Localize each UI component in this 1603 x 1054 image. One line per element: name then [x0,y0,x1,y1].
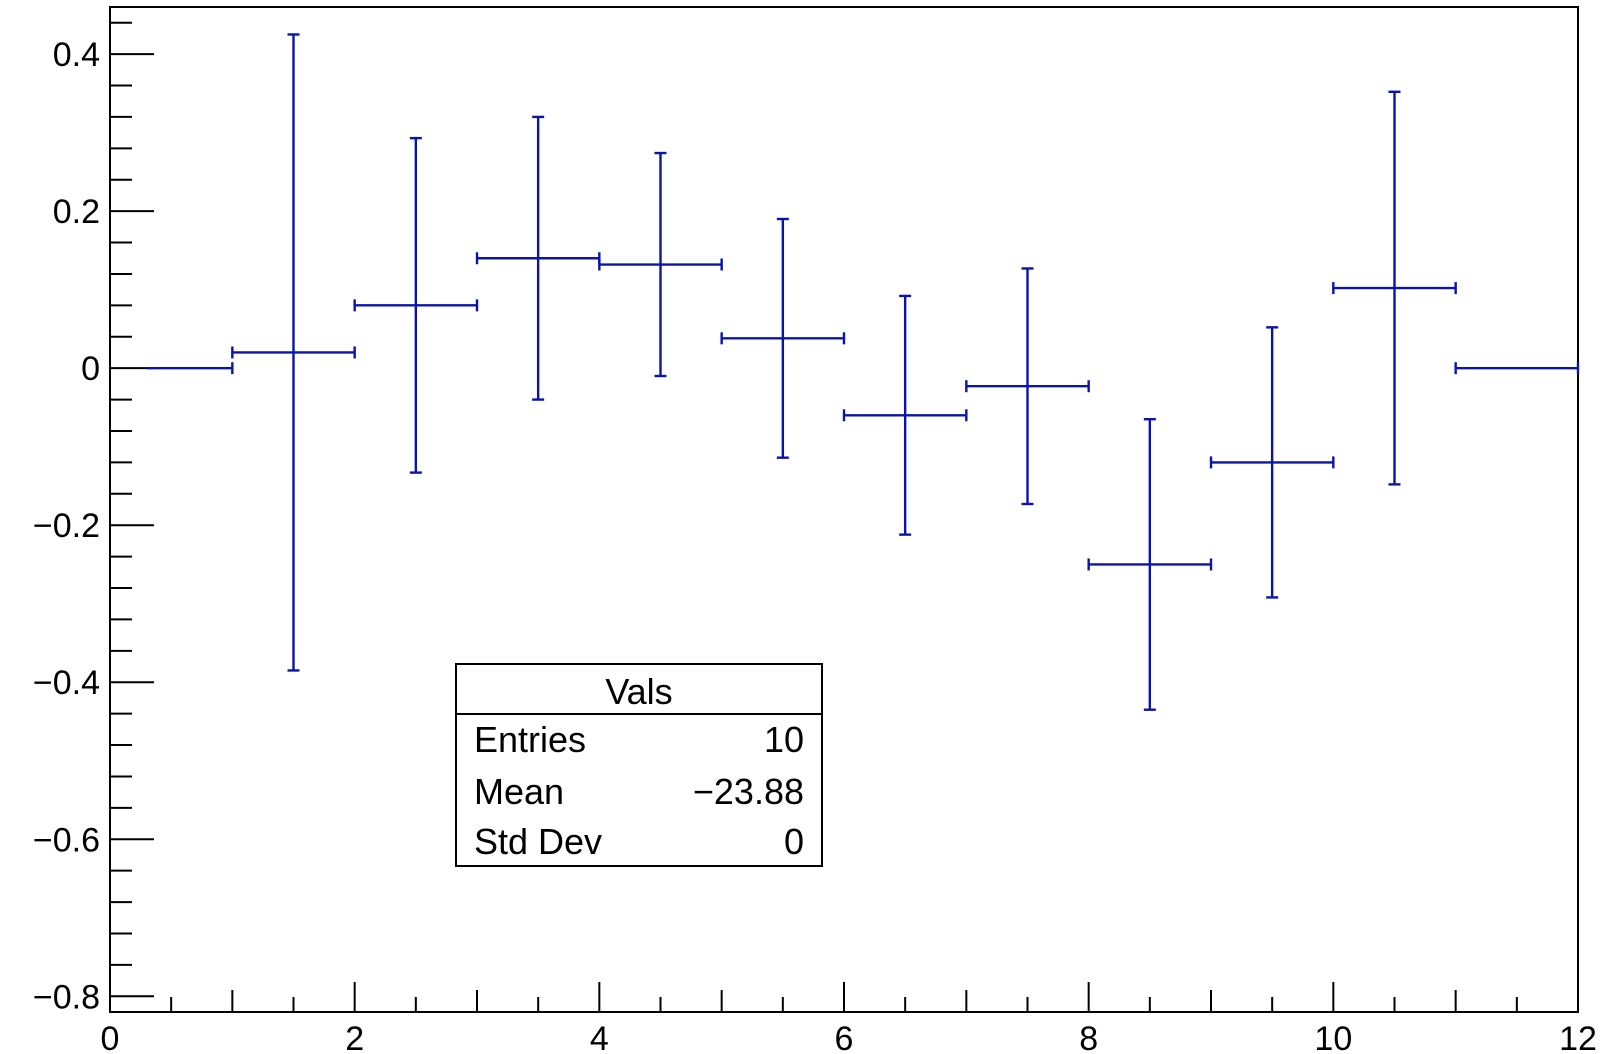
y-tick-label: −0.2 [33,507,100,545]
data-point [146,362,234,375]
stats-mean-value: −23.88 [693,771,804,812]
stats-box-border [455,663,823,867]
y-tick-label: −0.8 [33,978,100,1016]
data-point [842,294,968,536]
stats-box: Vals Entries 10 Mean −23.88 Std Dev 0 [455,663,823,867]
stats-entries-label: Entries [474,719,586,760]
y-tick-label: 0.4 [53,36,100,74]
x-tick-label: 10 [1314,1020,1352,1054]
data-point [598,151,723,378]
data-point [720,217,846,459]
data-point [475,115,601,401]
x-tick-label: 2 [345,1020,364,1054]
data-point [1332,90,1457,486]
data-point [353,136,479,474]
stats-mean-label: Mean [474,771,564,812]
x-tick-label: 8 [1079,1020,1098,1054]
data-point [231,33,356,672]
x-tick-label: 12 [1559,1020,1597,1054]
stats-stddev-label: Std Dev [474,821,602,862]
y-tick-label: −0.4 [33,664,100,702]
y-tick-label: −0.6 [33,821,100,859]
y-tick-label: 0 [81,350,100,388]
x-tick-label: 0 [101,1020,120,1054]
x-tick-label: 4 [590,1020,609,1054]
data-point [1087,418,1213,711]
stats-box-title: Vals [605,671,672,712]
stats-stddev-value: 0 [784,821,804,862]
data-point [1209,326,1335,599]
data-series [146,33,1580,711]
data-point [965,267,1090,506]
x-tick-labels: 0 2 4 6 8 10 12 [101,1020,1597,1054]
y-tick-label: 0.2 [53,193,100,231]
stats-entries-value: 10 [764,719,804,760]
axis-ticks [109,21,1579,1012]
x-tick-label: 6 [835,1020,854,1054]
y-tick-labels: 0.4 0.2 0 −0.2 −0.4 −0.6 −0.8 [33,36,100,1016]
data-point [1454,362,1580,375]
